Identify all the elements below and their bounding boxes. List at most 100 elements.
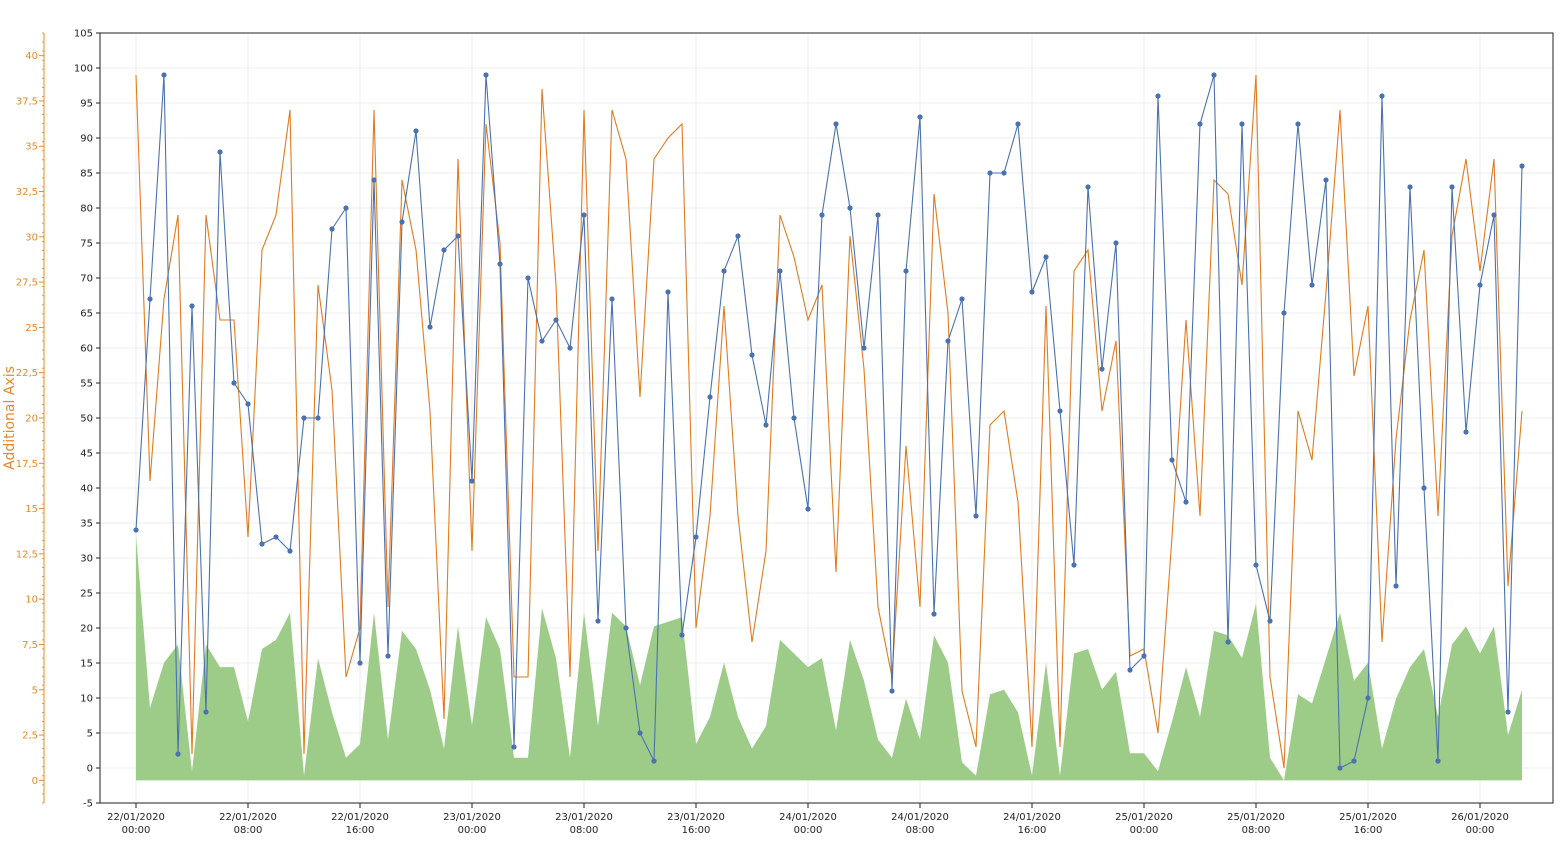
additional-tick-label: 35 xyxy=(25,142,38,153)
blue-data-point xyxy=(1183,499,1189,505)
blue-data-point xyxy=(735,233,741,239)
x-tick-label-time: 16:00 xyxy=(1018,825,1047,836)
x-tick-label-date: 26/01/2020 xyxy=(1451,812,1509,823)
x-tick-label-date: 23/01/2020 xyxy=(555,812,613,823)
blue-data-point xyxy=(1491,212,1497,218)
x-tick-label-date: 24/01/2020 xyxy=(1003,812,1061,823)
blue-data-point xyxy=(581,212,587,218)
blue-data-point xyxy=(1421,485,1427,491)
y-tick-label: 90 xyxy=(80,134,93,145)
blue-data-point xyxy=(833,121,839,127)
blue-data-point xyxy=(1449,184,1455,190)
additional-y-axis: 0 2,5 5 7,5 10 12,5 15 17,5 20 22,5 25 27,5 30 32,5 35… xyxy=(2,32,45,804)
x-tick-label-date: 25/01/2020 xyxy=(1339,812,1397,823)
blue-data-point xyxy=(161,72,167,78)
blue-data-point xyxy=(1225,639,1231,645)
blue-data-point xyxy=(1099,366,1105,372)
blue-data-point xyxy=(651,758,657,764)
blue-data-point xyxy=(763,422,769,428)
blue-data-point xyxy=(973,513,979,519)
x-tick-label-date: 22/01/2020 xyxy=(331,812,389,823)
additional-tick-label: 25 xyxy=(25,323,38,334)
blue-data-point xyxy=(791,415,797,421)
additional-tick-label: 32,5 xyxy=(16,187,38,198)
blue-data-point xyxy=(1463,429,1469,435)
blue-data-point xyxy=(231,380,237,386)
y-tick-label: 50 xyxy=(80,414,93,425)
blue-data-point xyxy=(343,205,349,211)
x-tick-label-time: 08:00 xyxy=(1242,825,1271,836)
blue-data-point xyxy=(511,744,517,750)
blue-data-point xyxy=(399,219,405,225)
blue-data-point xyxy=(609,296,615,302)
blue-data-point xyxy=(1267,618,1273,624)
additional-tick-label: 30 xyxy=(25,232,38,243)
y-tick-label: 80 xyxy=(80,204,93,215)
blue-data-point xyxy=(1113,240,1119,246)
blue-data-point xyxy=(1211,72,1217,78)
additional-tick-label: 10 xyxy=(25,595,38,606)
blue-data-point xyxy=(637,730,643,736)
blue-data-point xyxy=(371,177,377,183)
blue-data-point xyxy=(1407,184,1413,190)
blue-data-point xyxy=(903,268,909,274)
blue-data-point xyxy=(1379,93,1385,99)
y-tick-label: 65 xyxy=(80,309,93,320)
x-tick-label-date: 22/01/2020 xyxy=(107,812,165,823)
blue-data-point xyxy=(595,618,601,624)
blue-data-point xyxy=(1351,758,1357,764)
blue-data-point xyxy=(749,352,755,358)
blue-data-point xyxy=(497,261,503,267)
y-tick-label: 5 xyxy=(87,729,93,740)
blue-data-point xyxy=(1169,457,1175,463)
blue-data-point xyxy=(1365,695,1371,701)
blue-data-point xyxy=(567,345,573,351)
blue-data-point xyxy=(287,548,293,554)
area-series xyxy=(136,535,1522,781)
blue-data-point xyxy=(721,268,727,274)
blue-data-point xyxy=(203,709,209,715)
blue-data-point xyxy=(273,534,279,540)
x-tick-label-date: 24/01/2020 xyxy=(779,812,837,823)
blue-data-point xyxy=(777,268,783,274)
blue-data-point xyxy=(917,114,923,120)
blue-data-point xyxy=(1477,282,1483,288)
y-tick-label: 45 xyxy=(80,449,93,460)
x-axis: 22/01/2020 00:00 22/01/2020 08:00 22/01/2020… xyxy=(107,803,1509,836)
blue-line-series xyxy=(135,74,1523,769)
blue-data-point xyxy=(1001,170,1007,176)
y-tick-label: 60 xyxy=(80,344,93,355)
blue-data-point xyxy=(1029,289,1035,295)
y-tick-label: 75 xyxy=(80,239,93,250)
blue-data-point xyxy=(259,541,265,547)
blue-data-point xyxy=(623,625,629,631)
blue-data-point xyxy=(987,170,993,176)
x-tick-label-date: 23/01/2020 xyxy=(443,812,501,823)
x-tick-label-time: 08:00 xyxy=(906,825,935,836)
blue-data-point xyxy=(1337,765,1343,771)
blue-data-point xyxy=(1057,408,1063,414)
y-tick-label: 0 xyxy=(87,764,93,775)
y-tick-label: 70 xyxy=(80,274,93,285)
x-tick-label-time: 16:00 xyxy=(1354,825,1383,836)
x-tick-label-time: 00:00 xyxy=(122,825,151,836)
blue-data-point xyxy=(1295,121,1301,127)
blue-data-point xyxy=(189,303,195,309)
blue-data-point xyxy=(483,72,489,78)
blue-data-point xyxy=(553,317,559,323)
blue-data-point xyxy=(1253,562,1259,568)
blue-data-point xyxy=(875,212,881,218)
blue-data-point xyxy=(847,205,853,211)
blue-data-point xyxy=(679,632,685,638)
additional-tick-label: 7,5 xyxy=(22,640,38,651)
y-tick-label: 20 xyxy=(80,624,93,635)
x-tick-label-time: 00:00 xyxy=(794,825,823,836)
blue-data-point xyxy=(1323,177,1329,183)
area-series-layer xyxy=(136,535,1522,781)
blue-data-point xyxy=(539,338,545,344)
blue-data-point xyxy=(357,660,363,666)
line-series-layer xyxy=(133,72,1525,771)
blue-data-point xyxy=(1309,282,1315,288)
y-tick-label: 35 xyxy=(80,519,93,530)
